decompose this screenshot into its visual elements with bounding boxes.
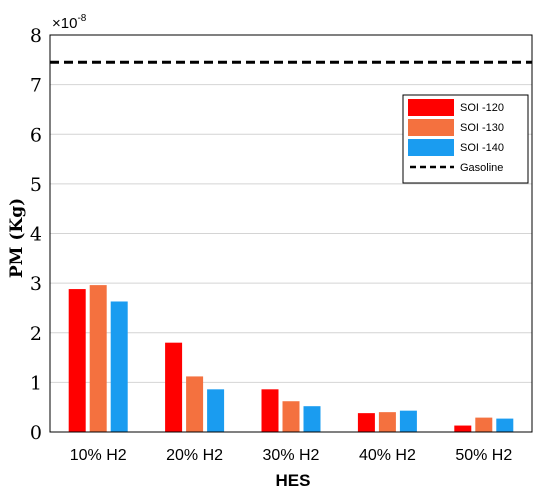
x-tick-label: 30% H2 [263,447,320,464]
y-tick-label: 4 [30,224,42,246]
y-tick-label: 8 [30,25,42,47]
legend-label: SOI -140 [460,142,504,154]
bar-soi-130-4 [378,412,396,432]
y-tick-label: 6 [30,124,42,146]
legend: SOI -120 SOI -130 SOI -140 Gasoline [402,94,529,184]
bar-soi-140-3 [303,406,321,432]
bar-groups [68,285,514,432]
bar-soi-140-5 [496,418,514,432]
x-tick-label: 50% H2 [455,447,512,464]
bar-soi-140-4 [399,410,417,432]
bar-soi-120-3 [261,389,279,432]
bar-soi-140-2 [207,389,225,432]
x-tick-label: 10% H2 [70,447,127,464]
x-tick-label: 20% H2 [166,447,223,464]
y-tick-label: 1 [30,372,42,394]
legend-swatch [408,139,454,156]
plot-frame [49,34,533,433]
y-tick-label: 7 [30,75,42,97]
bar-soi-130-5 [475,417,493,432]
legend-label: Gasoline [460,162,503,174]
y-tick-labels: 0 1 2 3 4 5 6 7 8 [30,25,42,444]
bar-soi-130-1 [89,285,107,432]
bar-soi-120-1 [68,289,86,432]
legend-swatch [408,119,454,136]
bar-soi-130-2 [186,376,204,432]
bar-soi-120-4 [357,413,375,432]
y-tick-label: 2 [30,323,42,345]
bar-soi-120-5 [454,425,472,432]
y-multiplier: ×10-8 [52,13,87,32]
bar-soi-120-2 [165,342,183,432]
bar-soi-130-3 [282,401,300,432]
legend-label: SOI -120 [460,102,504,114]
x-tick-labels: 10% H2 20% H2 30% H2 40% H2 50% H2 [70,447,513,464]
legend-swatch [408,99,454,116]
y-tick-label: 3 [30,273,42,295]
y-axis-title: PM (Kg) [7,198,27,278]
x-tick-label: 40% H2 [359,447,416,464]
y-tick-label: 0 [30,422,42,444]
bar-soi-140-1 [110,301,128,432]
y-tick-label: 5 [30,174,42,196]
legend-label: SOI -130 [460,122,504,134]
x-axis-title: HES [276,471,311,490]
